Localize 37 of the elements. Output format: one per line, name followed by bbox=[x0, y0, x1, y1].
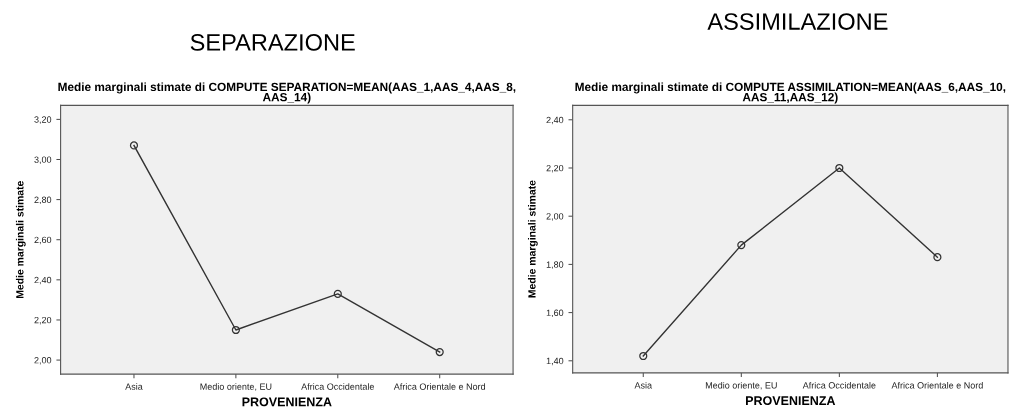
x-tick-label: Medio oriente, EU bbox=[705, 381, 777, 390]
x-tick-label: Asia bbox=[125, 383, 143, 390]
y-tick-label: 2,60 bbox=[34, 236, 52, 245]
y-axis-title: Medie marginali stimate bbox=[15, 181, 26, 299]
x-tick-label: Africa Orientale e Nord bbox=[393, 383, 486, 390]
y-axis-title: Medie marginali stimate bbox=[527, 180, 538, 298]
y-tick-label: 2,00 bbox=[546, 213, 564, 221]
point bbox=[933, 253, 942, 262]
point bbox=[639, 351, 648, 361]
point bbox=[231, 325, 240, 335]
x-axis-title: PROVENIENZA bbox=[746, 396, 836, 406]
y-tick-label: 3,20 bbox=[34, 116, 52, 124]
chart-title: ASSIMILAZIONE bbox=[707, 13, 888, 30]
point bbox=[333, 289, 342, 298]
y-tick-label: 2,40 bbox=[34, 276, 52, 285]
point bbox=[129, 141, 139, 150]
x-tick-label: Medio oriente, EU bbox=[200, 383, 272, 391]
chart-subtitle: Medie marginali stimate di COMPUTE ASSIMILATION=MEAN(AAS_6,AAS_10, AAS_11,AAS_12) bbox=[575, 82, 1006, 104]
chart-title: SEPARAZIONE bbox=[190, 34, 355, 51]
x-tick-label: Africa Orientale e Nord bbox=[891, 381, 983, 389]
y-tick-label: 1,40 bbox=[546, 357, 564, 366]
x-tick-label: Asia bbox=[634, 381, 653, 389]
point bbox=[835, 163, 844, 173]
y-tick-label: 1,80 bbox=[546, 261, 564, 269]
y-tick-label: 2,00 bbox=[34, 357, 52, 365]
chart-subtitle: Medie marginali stimate di COMPUTE SEPARATION=MEAN(AAS_1,AAS_4,AAS_8, AAS_14) bbox=[58, 82, 516, 104]
point bbox=[737, 241, 746, 250]
y-tick-label: 2,20 bbox=[34, 316, 52, 325]
y-tick-label: 2,20 bbox=[546, 164, 564, 173]
x-tick-label: Africa Occidentale bbox=[301, 383, 375, 390]
x-tick-label: Africa Occidentale bbox=[802, 381, 876, 389]
y-tick-label: 2,80 bbox=[34, 196, 52, 205]
y-tick-label: 2,40 bbox=[546, 116, 564, 125]
x-axis-title: PROVENIENZA bbox=[242, 397, 332, 407]
point bbox=[435, 347, 444, 357]
y-tick-label: 1,60 bbox=[546, 309, 564, 318]
y-tick-label: 3,00 bbox=[34, 156, 52, 164]
